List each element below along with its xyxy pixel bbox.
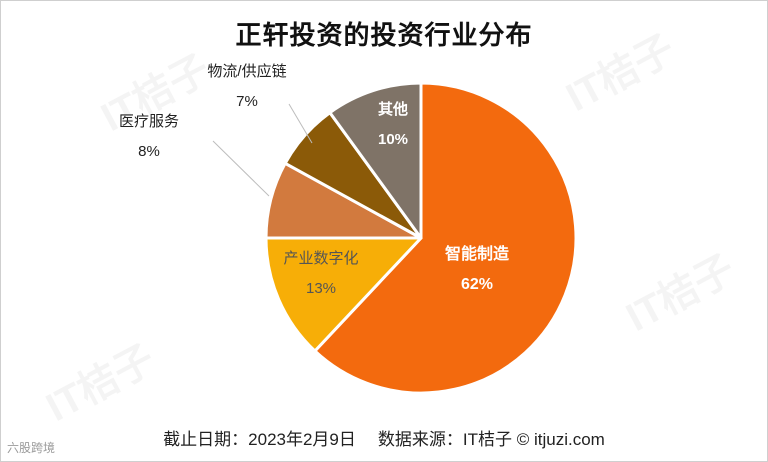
slice-value-label: 13% [306,280,336,297]
slice-value-label: 7% [236,93,258,110]
slice-label-group: 产业数字化 13% [283,250,358,297]
corner-watermark: 六股跨境 [7,441,56,455]
slice-label-group: 智能制造 62% [445,244,510,293]
pie-slice [328,81,423,240]
pie-slice [313,81,578,395]
slice-value-label: 8% [138,143,160,160]
footer-date: 截止日期：2023年2月9日 [163,430,356,449]
pie-slice [264,236,423,353]
slice-label: 智能制造 [445,244,510,263]
leader-line [212,140,270,197]
leader-line [288,103,313,144]
slice-label-group: 医疗服务 8% [119,113,179,160]
slice-label: 物流/供应链 [207,62,286,80]
slice-label-group: 物流/供应链 7% [207,62,286,110]
slice-label: 其他 [378,100,408,118]
slice-value-label: 62% [461,276,493,293]
footer-source: 数据来源：IT桔子 © itjuzi.com [377,430,605,449]
slice-label: 产业数字化 [283,250,358,267]
chart-title: 正轩投资的投资行业分布 [235,20,533,50]
slice-label: 医疗服务 [119,113,179,130]
slice-label-group: 其他 10% [378,100,408,148]
slice-value-label: 10% [378,131,408,148]
footer: 截止日期：2023年2月9日 数据来源：IT桔子 © itjuzi.com [1,425,767,450]
